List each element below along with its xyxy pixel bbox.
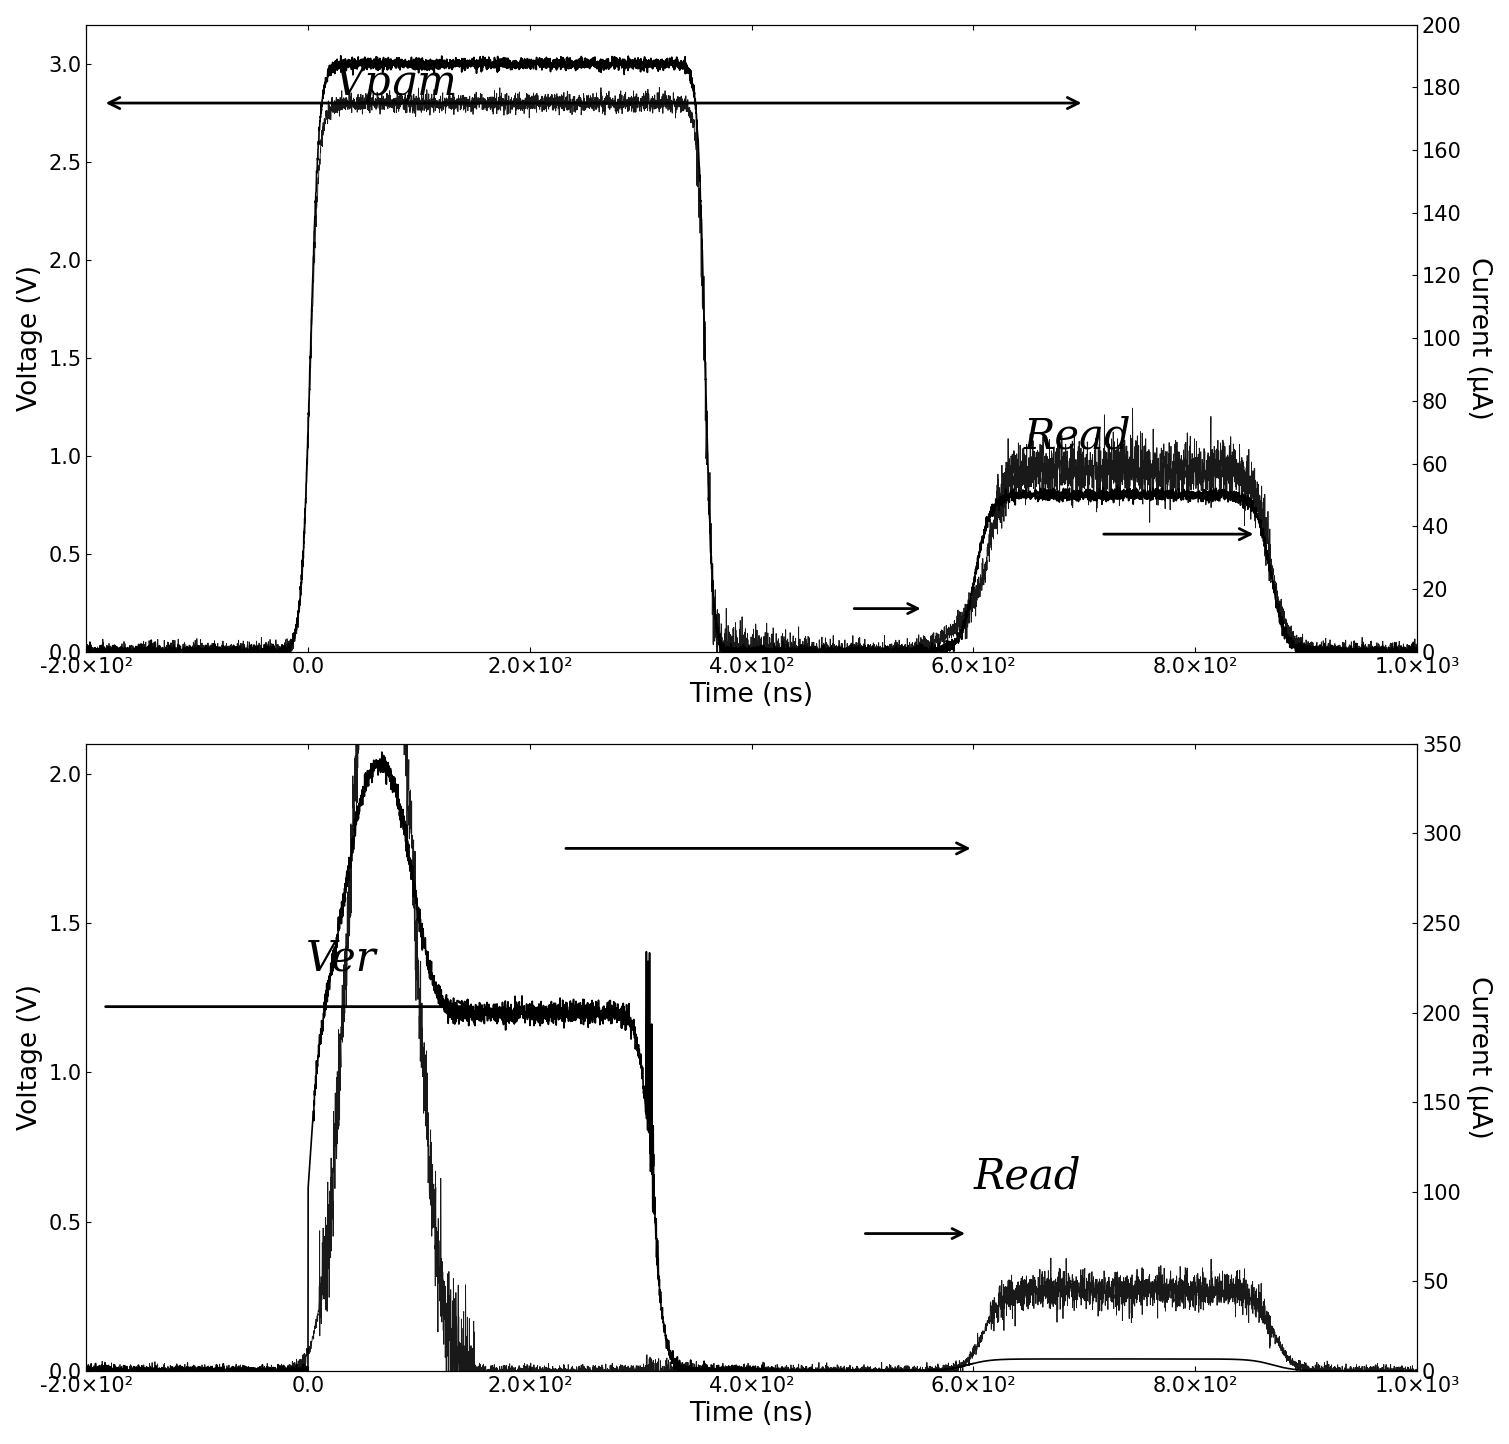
Text: Vpgm: Vpgm: [335, 62, 459, 104]
Y-axis label: Voltage (V): Voltage (V): [17, 985, 42, 1131]
Y-axis label: Current (μA): Current (μA): [1467, 257, 1492, 420]
Y-axis label: Current (μA): Current (μA): [1467, 976, 1492, 1139]
Text: Read: Read: [1023, 416, 1130, 458]
Text: Read: Read: [973, 1155, 1080, 1199]
X-axis label: Time (ns): Time (ns): [690, 682, 813, 708]
Text: Ver: Ver: [306, 937, 377, 980]
X-axis label: Time (ns): Time (ns): [690, 1401, 813, 1427]
Y-axis label: Voltage (V): Voltage (V): [17, 266, 42, 412]
